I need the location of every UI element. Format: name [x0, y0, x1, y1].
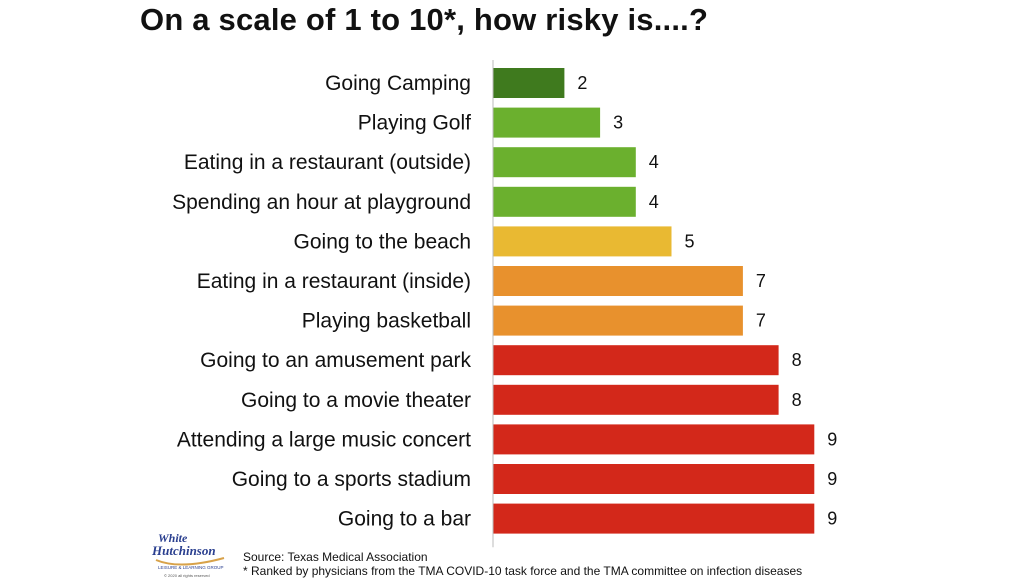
source-note: Source: Texas Medical Association * Rank… [243, 550, 802, 578]
bar [493, 345, 779, 376]
data-label: 7 [756, 311, 766, 331]
bar [493, 107, 601, 138]
category-label: Eating in a restaurant (inside) [197, 270, 471, 293]
data-label: 4 [649, 152, 659, 172]
category-label: Going to an amusement park [200, 349, 471, 372]
svg-text:© 2020 all rights reserved: © 2020 all rights reserved [164, 573, 210, 578]
category-label: Going to the beach [294, 230, 471, 253]
category-label: Playing Golf [358, 112, 471, 135]
data-label: 8 [792, 350, 802, 370]
category-label: Spending an hour at playground [172, 191, 471, 214]
data-label: 9 [827, 429, 837, 449]
category-label: Going to a movie theater [241, 389, 471, 412]
footnote-line: * Ranked by physicians from the TMA COVI… [243, 564, 803, 578]
bar [493, 424, 815, 455]
category-label: Eating in a restaurant (outside) [184, 151, 471, 174]
category-label: Going to a sports stadium [232, 468, 471, 491]
data-label: 8 [792, 390, 802, 410]
bar [493, 503, 815, 534]
bar [493, 68, 565, 98]
data-label: 2 [577, 73, 587, 93]
bar [493, 186, 636, 217]
white-hutchinson-logo: White Hutchinson LEISURE & LEARNING GROU… [151, 531, 225, 578]
svg-text:LEISURE & LEARNING GROUP: LEISURE & LEARNING GROUP [158, 565, 224, 570]
data-label: 5 [685, 231, 695, 251]
data-label: 9 [827, 469, 837, 489]
category-label: Attending a large music concert [177, 428, 471, 451]
category-label: Playing basketball [302, 310, 471, 333]
data-label: 9 [827, 509, 837, 529]
bar [493, 305, 743, 336]
bar [493, 147, 636, 178]
data-label: 7 [756, 271, 766, 291]
svg-text:White: White [158, 531, 188, 545]
bar [493, 266, 743, 296]
bar [493, 464, 815, 494]
bar [493, 226, 672, 257]
chart-title: On a scale of 1 to 10*, how risky is....… [140, 2, 709, 37]
category-label: Going to a bar [338, 508, 471, 531]
svg-text:Hutchinson: Hutchinson [151, 543, 216, 558]
data-label: 3 [613, 113, 623, 133]
source-line: Source: Texas Medical Association [243, 550, 428, 564]
data-label: 4 [649, 192, 659, 212]
category-label: Going Camping [325, 72, 471, 95]
bar [493, 384, 779, 415]
